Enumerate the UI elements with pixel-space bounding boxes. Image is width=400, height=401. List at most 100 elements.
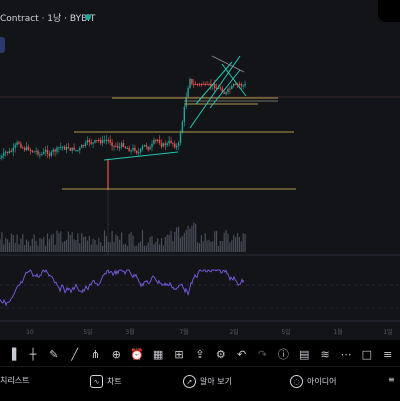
volume-bar [33,234,35,252]
add-icon[interactable]: ⊕ [111,347,121,361]
candle-body [88,140,90,142]
lines-icon[interactable]: ≋ [320,347,330,361]
redo-icon[interactable]: ↷ [257,347,268,361]
info-icon[interactable]: ⓘ [277,348,289,361]
candle-body [75,150,77,152]
candle-body [185,96,187,107]
candle-body [18,142,20,144]
share-icon[interactable]: ⇪ [195,347,205,361]
volume-bar [107,242,109,252]
volume-bar [92,238,94,252]
volume-bar [113,242,115,252]
symbol-title[interactable]: Contract · 1낭 · BYBIT [0,14,96,24]
candle-body [208,84,210,85]
volume-bar [105,236,107,252]
bars-icon[interactable]: ▐ [7,347,17,361]
tab-ideas-label: 아이디어 [307,377,337,386]
volume-bar [64,241,66,252]
trendline [221,63,247,97]
volume-bar [134,245,136,252]
alarm-icon[interactable]: ⏰ [130,347,145,361]
x-axis-tick-label: 1월 [333,328,342,336]
menu-icon[interactable]: ≡ [383,347,393,361]
volume-bar [102,245,104,252]
x-axis-tick-label: 5일 [281,328,290,336]
candle-body [225,92,227,94]
volume-bar [1,232,3,252]
pencil-icon[interactable]: ✎ [49,347,59,361]
volume-bar [56,230,58,252]
candle-body [130,150,132,152]
volume-bar [3,244,5,252]
volume-bar [157,238,159,252]
volume-bar [136,245,138,252]
template-icon[interactable]: ▦ [152,347,164,361]
x-axis-tick-label: 3월 [125,328,134,336]
compare-icon[interactable]: ▤ [299,347,310,361]
volume-bar [162,245,164,252]
volume-bar [238,237,240,252]
candle-body [162,143,165,147]
tab-explore[interactable]: ➚ 알아 보기 [183,375,232,388]
volume-bar [126,245,128,252]
tab-ideas[interactable]: ◌ 아이디어 [290,375,336,388]
volume-bar [168,234,170,252]
volume-bar [208,239,210,252]
volume-bar [26,239,28,252]
volume-bar [223,232,225,252]
candle-body [143,144,146,147]
volume-bar [121,232,123,252]
x-axis-tick-label: 2일 [229,328,238,336]
candle-body [24,147,26,151]
volume-bar [140,241,142,252]
settings-icon[interactable]: ⚙ [215,347,226,361]
candle-body [183,106,185,122]
drawing-toolbar: ▐ ┼ ✎ ╱ ⋔ ⊕ ⏰ ▦ ⊞ ⇪ ⚙ ↶ ↷ ⓘ ▤ ≋ ⋯ □ ≡ [0,342,400,366]
trendline [103,151,179,161]
candle-body [231,85,233,90]
candle-body [177,143,180,147]
candle-body [240,84,242,86]
crosshair-icon[interactable]: ┼ [29,347,37,361]
candle-body [63,146,66,150]
candle-body [29,149,32,151]
volume-bar [12,234,14,252]
volume-bar [195,223,197,252]
tab-chart[interactable]: ∿ 차트 [90,375,122,388]
trendline [209,69,241,109]
tab-watchlist[interactable]: 치리스트 [0,375,29,386]
candle-body [204,84,206,85]
fork-icon[interactable]: ⋔ [90,347,101,361]
chart-area[interactable]: 10 5일 3월 7월 2일 5일 1월 1일 Contract · 1낭 · BYBIT [0,0,400,340]
candle-body [105,140,108,141]
candle-body [149,147,151,150]
volume-bar [242,233,244,252]
candle-body [71,147,73,151]
candle-body [206,84,208,85]
x-axis-tick-label: 1일 [383,328,392,336]
fullscreen-icon[interactable]: □ [361,347,373,361]
indicators-icon[interactable]: ⊞ [174,347,184,361]
candle-body [100,140,102,144]
volume-bar [83,236,85,252]
trendline [189,55,241,129]
candle-body [242,85,244,87]
candle-body [22,147,24,149]
volume-bar [29,245,31,252]
volume-bar [187,225,189,252]
candle-body [67,146,70,149]
volume-bar [39,238,41,252]
trendline-icon[interactable]: ╱ [71,347,78,361]
tab-menu[interactable]: ≡ [388,375,395,384]
candle-body [176,146,178,148]
sidebar-toggle[interactable] [0,37,5,53]
volume-bar [41,238,43,252]
price-chart-svg[interactable]: 10 5일 3월 7월 2일 5일 1월 1일 [0,0,400,340]
candle-body [50,151,52,156]
candle-body [84,142,87,146]
more-icon[interactable]: ⋯ [340,347,352,361]
undo-icon[interactable]: ↶ [237,347,247,361]
candle-body [60,146,62,148]
candle-body [35,150,37,152]
